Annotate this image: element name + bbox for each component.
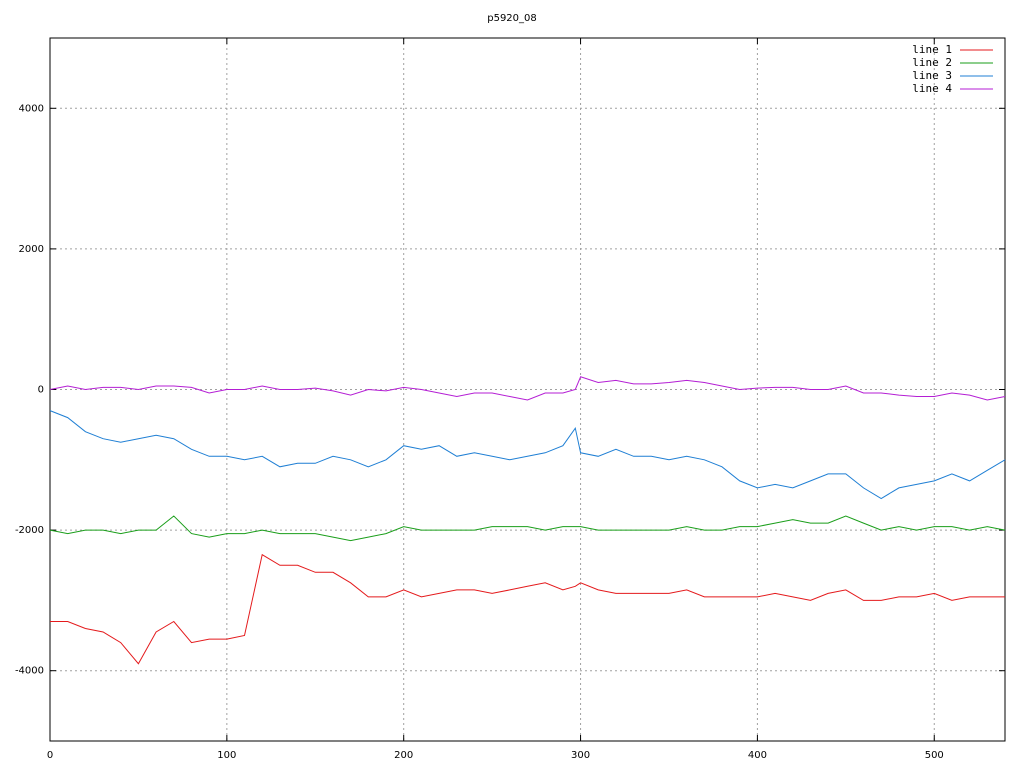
y-tick-label: 4000: [19, 103, 44, 114]
x-tick-label: 500: [925, 750, 944, 761]
x-tick-label: 100: [217, 750, 236, 761]
legend-label: line 4: [912, 82, 952, 95]
x-tick-label: 400: [748, 750, 767, 761]
series-line: [49, 376, 1006, 401]
series-line: [50, 553, 1005, 665]
y-tick-label: -2000: [15, 525, 44, 536]
legend-label: line 1: [912, 43, 952, 56]
y-tick-label: 2000: [19, 244, 44, 255]
x-tick-label: 200: [394, 750, 413, 761]
x-tick-label: 0: [47, 750, 53, 761]
y-tick-label: -4000: [15, 666, 44, 677]
series-line: [49, 410, 1006, 500]
legend-label: line 3: [912, 69, 952, 82]
chart-title: p5920_08: [487, 13, 537, 24]
x-tick-label: 300: [571, 750, 590, 761]
legend-label: line 2: [912, 56, 952, 69]
y-tick-label: 0: [38, 385, 44, 396]
series-line: [49, 515, 1006, 542]
